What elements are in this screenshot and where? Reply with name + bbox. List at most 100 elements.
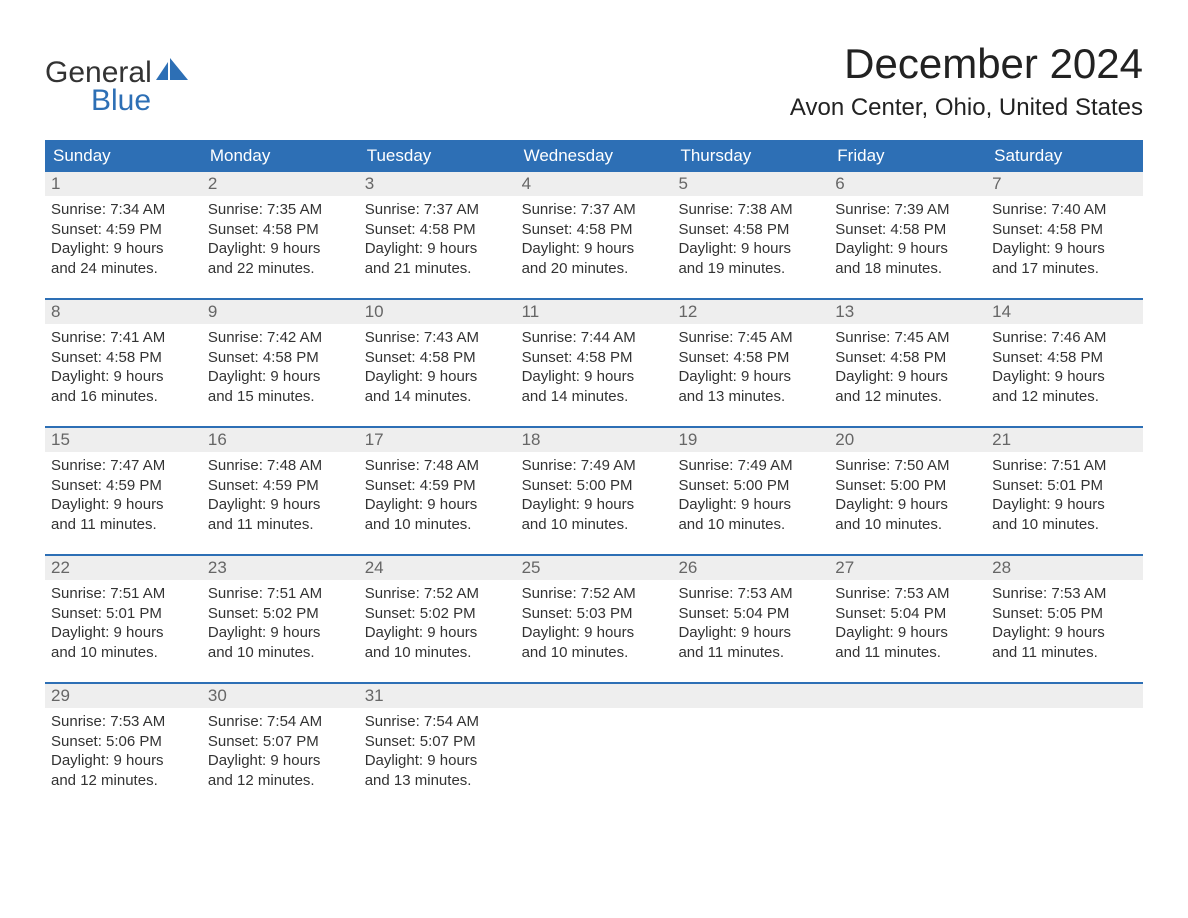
day-sunset: Sunset: 5:07 PM (365, 732, 510, 752)
day-sunset: Sunset: 4:58 PM (992, 348, 1137, 368)
week-row: 8Sunrise: 7:41 AMSunset: 4:58 PMDaylight… (45, 298, 1143, 422)
day-number: 11 (516, 300, 673, 324)
day-number: 15 (45, 428, 202, 452)
day-dl1: Daylight: 9 hours (992, 239, 1137, 259)
day-body: Sunrise: 7:51 AMSunset: 5:01 PMDaylight:… (45, 580, 202, 670)
day-sunrise: Sunrise: 7:49 AM (678, 456, 823, 476)
day-body: Sunrise: 7:48 AMSunset: 4:59 PMDaylight:… (359, 452, 516, 542)
day-dl1: Daylight: 9 hours (208, 367, 353, 387)
day-body: Sunrise: 7:53 AMSunset: 5:05 PMDaylight:… (986, 580, 1143, 670)
day-cell: 27Sunrise: 7:53 AMSunset: 5:04 PMDayligh… (829, 556, 986, 678)
day-dl2: and 12 minutes. (835, 387, 980, 407)
day-body: Sunrise: 7:41 AMSunset: 4:58 PMDaylight:… (45, 324, 202, 414)
day-body: Sunrise: 7:54 AMSunset: 5:07 PMDaylight:… (359, 708, 516, 798)
day-cell: 16Sunrise: 7:48 AMSunset: 4:59 PMDayligh… (202, 428, 359, 550)
day-sunset: Sunset: 4:58 PM (208, 220, 353, 240)
day-dl2: and 11 minutes. (678, 643, 823, 663)
day-sunset: Sunset: 5:02 PM (365, 604, 510, 624)
day-dl1: Daylight: 9 hours (51, 367, 196, 387)
day-cell: 23Sunrise: 7:51 AMSunset: 5:02 PMDayligh… (202, 556, 359, 678)
day-cell: 25Sunrise: 7:52 AMSunset: 5:03 PMDayligh… (516, 556, 673, 678)
day-cell (829, 684, 986, 806)
day-sunrise: Sunrise: 7:53 AM (51, 712, 196, 732)
day-dl2: and 20 minutes. (522, 259, 667, 279)
logo-text-2: Blue (45, 86, 190, 116)
day-sunrise: Sunrise: 7:44 AM (522, 328, 667, 348)
day-number: 29 (45, 684, 202, 708)
day-dl2: and 22 minutes. (208, 259, 353, 279)
day-sunrise: Sunrise: 7:41 AM (51, 328, 196, 348)
day-number: 12 (672, 300, 829, 324)
week-row: 15Sunrise: 7:47 AMSunset: 4:59 PMDayligh… (45, 426, 1143, 550)
day-dl1: Daylight: 9 hours (51, 239, 196, 259)
day-number: 3 (359, 172, 516, 196)
day-dl2: and 10 minutes. (522, 643, 667, 663)
day-cell: 4Sunrise: 7:37 AMSunset: 4:58 PMDaylight… (516, 172, 673, 294)
day-body: Sunrise: 7:49 AMSunset: 5:00 PMDaylight:… (672, 452, 829, 542)
day-dl2: and 10 minutes. (51, 643, 196, 663)
day-dl2: and 11 minutes. (208, 515, 353, 535)
day-sunrise: Sunrise: 7:39 AM (835, 200, 980, 220)
day-dl1: Daylight: 9 hours (522, 367, 667, 387)
day-body (986, 708, 1143, 720)
day-body: Sunrise: 7:43 AMSunset: 4:58 PMDaylight:… (359, 324, 516, 414)
day-body: Sunrise: 7:37 AMSunset: 4:58 PMDaylight:… (359, 196, 516, 286)
day-cell: 22Sunrise: 7:51 AMSunset: 5:01 PMDayligh… (45, 556, 202, 678)
day-sunset: Sunset: 5:03 PM (522, 604, 667, 624)
day-dl2: and 18 minutes. (835, 259, 980, 279)
day-dl1: Daylight: 9 hours (992, 367, 1137, 387)
day-number: 16 (202, 428, 359, 452)
day-number (516, 684, 673, 708)
day-body: Sunrise: 7:49 AMSunset: 5:00 PMDaylight:… (516, 452, 673, 542)
day-sunset: Sunset: 4:58 PM (835, 220, 980, 240)
weekday-header: Wednesday (516, 140, 673, 172)
day-dl1: Daylight: 9 hours (365, 751, 510, 771)
logo-sail-icon (156, 58, 190, 88)
day-dl2: and 10 minutes. (522, 515, 667, 535)
day-number: 26 (672, 556, 829, 580)
day-sunset: Sunset: 4:58 PM (522, 220, 667, 240)
day-sunrise: Sunrise: 7:52 AM (522, 584, 667, 604)
day-dl1: Daylight: 9 hours (678, 239, 823, 259)
day-body: Sunrise: 7:52 AMSunset: 5:03 PMDaylight:… (516, 580, 673, 670)
day-dl2: and 21 minutes. (365, 259, 510, 279)
day-body: Sunrise: 7:53 AMSunset: 5:06 PMDaylight:… (45, 708, 202, 798)
day-number: 18 (516, 428, 673, 452)
day-dl2: and 16 minutes. (51, 387, 196, 407)
day-number: 24 (359, 556, 516, 580)
day-cell: 1Sunrise: 7:34 AMSunset: 4:59 PMDaylight… (45, 172, 202, 294)
day-sunset: Sunset: 4:59 PM (51, 476, 196, 496)
day-body: Sunrise: 7:52 AMSunset: 5:02 PMDaylight:… (359, 580, 516, 670)
day-cell: 31Sunrise: 7:54 AMSunset: 5:07 PMDayligh… (359, 684, 516, 806)
day-number: 4 (516, 172, 673, 196)
day-sunrise: Sunrise: 7:54 AM (208, 712, 353, 732)
day-body: Sunrise: 7:50 AMSunset: 5:00 PMDaylight:… (829, 452, 986, 542)
day-dl2: and 12 minutes. (208, 771, 353, 791)
day-cell: 15Sunrise: 7:47 AMSunset: 4:59 PMDayligh… (45, 428, 202, 550)
day-number: 8 (45, 300, 202, 324)
day-number: 17 (359, 428, 516, 452)
weeks-container: 1Sunrise: 7:34 AMSunset: 4:59 PMDaylight… (45, 172, 1143, 806)
day-dl1: Daylight: 9 hours (992, 495, 1137, 515)
day-sunrise: Sunrise: 7:37 AM (522, 200, 667, 220)
day-sunrise: Sunrise: 7:45 AM (835, 328, 980, 348)
day-cell: 17Sunrise: 7:48 AMSunset: 4:59 PMDayligh… (359, 428, 516, 550)
day-body: Sunrise: 7:37 AMSunset: 4:58 PMDaylight:… (516, 196, 673, 286)
day-number: 1 (45, 172, 202, 196)
day-dl2: and 10 minutes. (678, 515, 823, 535)
day-sunset: Sunset: 4:58 PM (208, 348, 353, 368)
day-cell: 5Sunrise: 7:38 AMSunset: 4:58 PMDaylight… (672, 172, 829, 294)
day-dl1: Daylight: 9 hours (835, 623, 980, 643)
day-cell: 11Sunrise: 7:44 AMSunset: 4:58 PMDayligh… (516, 300, 673, 422)
day-sunset: Sunset: 5:05 PM (992, 604, 1137, 624)
day-sunrise: Sunrise: 7:38 AM (678, 200, 823, 220)
day-sunset: Sunset: 4:58 PM (678, 348, 823, 368)
day-sunset: Sunset: 4:59 PM (208, 476, 353, 496)
day-sunset: Sunset: 4:58 PM (365, 220, 510, 240)
day-dl1: Daylight: 9 hours (522, 623, 667, 643)
day-sunset: Sunset: 5:04 PM (678, 604, 823, 624)
day-cell: 26Sunrise: 7:53 AMSunset: 5:04 PMDayligh… (672, 556, 829, 678)
day-body (672, 708, 829, 720)
day-sunset: Sunset: 4:59 PM (51, 220, 196, 240)
day-dl2: and 15 minutes. (208, 387, 353, 407)
